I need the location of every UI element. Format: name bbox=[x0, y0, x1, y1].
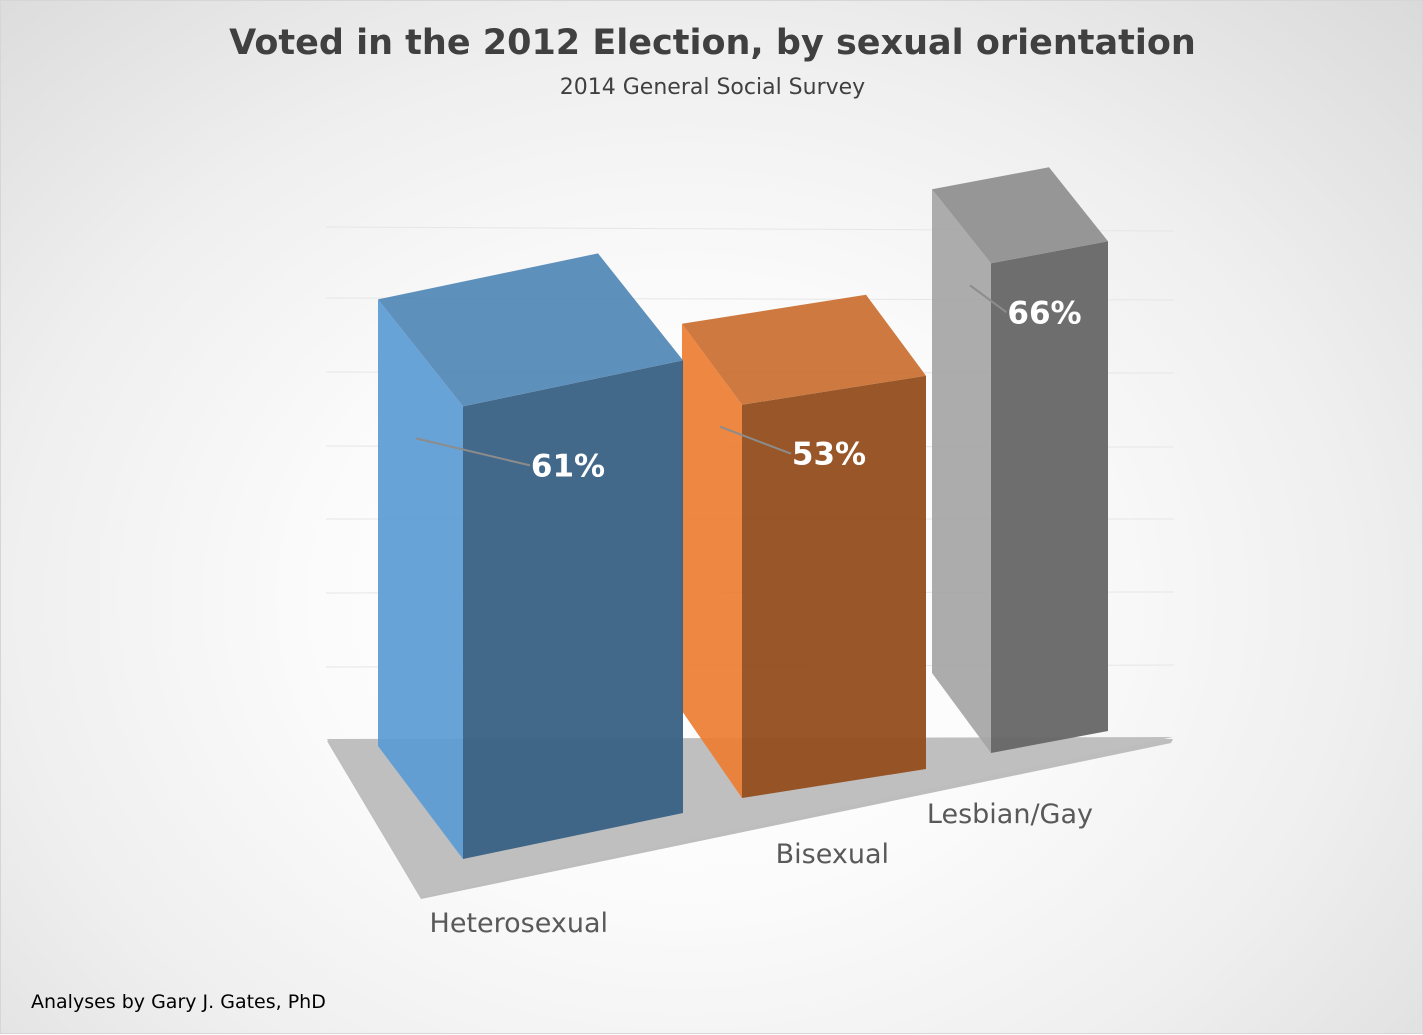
bar-front-face bbox=[682, 323, 742, 798]
bar-top-face bbox=[932, 167, 1108, 264]
bar-front-face bbox=[932, 189, 991, 753]
category-label: Heterosexual bbox=[430, 908, 608, 939]
category-label: Bisexual bbox=[776, 839, 889, 870]
chart-title: Voted in the 2012 Election, by sexual or… bbox=[229, 23, 1196, 63]
credit-footnote: Analyses by Gary J. Gates, PhD bbox=[31, 991, 326, 1013]
leader-line bbox=[719, 425, 792, 455]
bar-side-face bbox=[742, 375, 926, 798]
bar-bisexual bbox=[682, 294, 926, 798]
bar-top-face bbox=[682, 294, 926, 405]
bar-front-face bbox=[378, 299, 463, 859]
category-label: Lesbian/Gay bbox=[927, 799, 1093, 830]
bar-lesbian-gay bbox=[932, 167, 1108, 753]
bar-side-face bbox=[463, 360, 683, 859]
leader-line bbox=[415, 437, 531, 467]
data-label: 61% bbox=[531, 448, 605, 484]
data-label: 66% bbox=[1007, 295, 1081, 331]
data-label: 53% bbox=[792, 437, 866, 473]
bar-side-face bbox=[991, 241, 1108, 753]
bar-top-face bbox=[378, 253, 683, 407]
chart-subtitle: 2014 General Social Survey bbox=[559, 75, 866, 100]
bars-layer bbox=[378, 167, 1108, 859]
labels-layer: 66% Lesbian/Gay 53% Bisexual 61% Heterosexual bbox=[415, 284, 1093, 939]
bar-heterosexual bbox=[378, 253, 683, 859]
leader-line bbox=[969, 284, 1008, 314]
